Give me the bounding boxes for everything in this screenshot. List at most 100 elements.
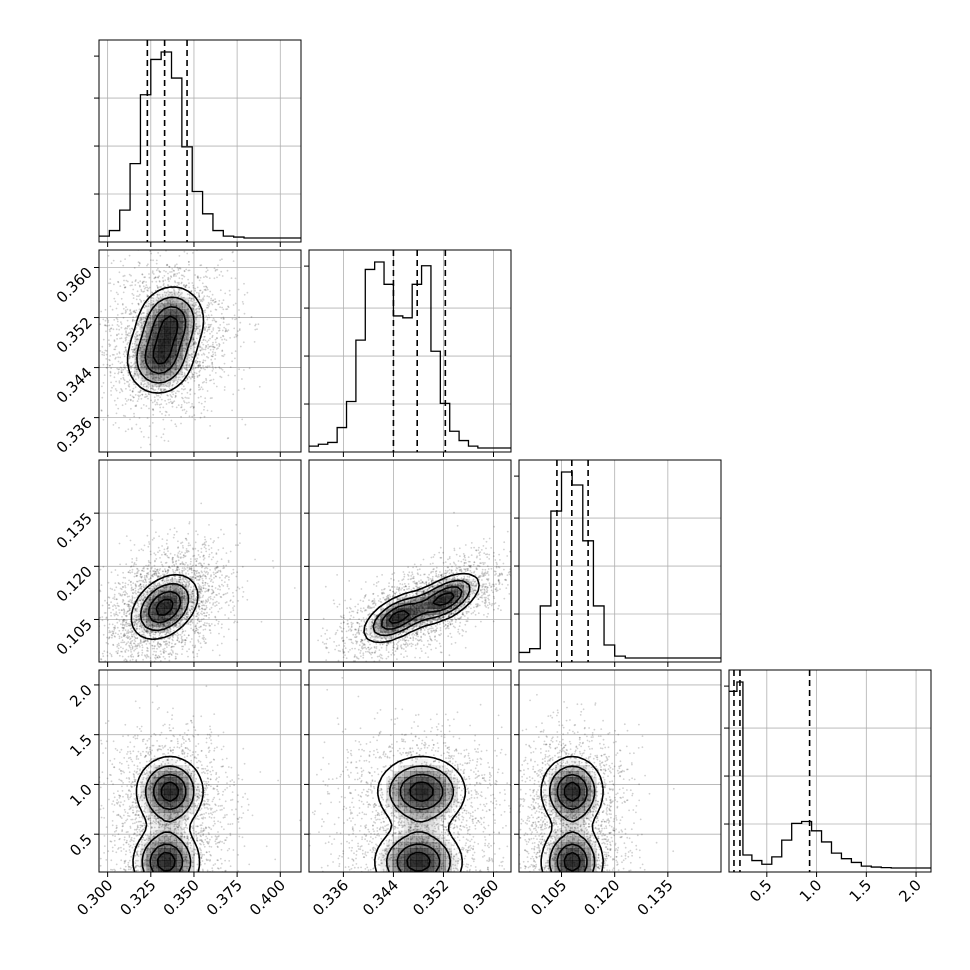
- scatter-point: [183, 607, 186, 609]
- scatter-point: [195, 319, 197, 321]
- scatter-point: [218, 367, 221, 370]
- scatter-point: [188, 583, 191, 586]
- scatter-point: [156, 293, 158, 296]
- scatter-point: [195, 359, 198, 362]
- scatter-point: [218, 342, 220, 345]
- scatter-point: [157, 299, 159, 302]
- scatter-point: [115, 380, 117, 383]
- density-cell: [140, 356, 147, 364]
- scatter-point: [202, 338, 205, 341]
- scatter-point: [219, 569, 222, 572]
- scatter-point: [214, 338, 217, 341]
- scatter-point: [148, 331, 150, 333]
- scatter-point: [138, 357, 141, 360]
- scatter-point: [152, 300, 155, 302]
- scatter-point: [219, 289, 222, 292]
- scatter-point: [188, 297, 191, 300]
- scatter-point: [187, 308, 189, 311]
- scatter-point: [145, 460, 147, 462]
- scatter-point: [195, 560, 198, 563]
- scatter-point: [214, 351, 217, 354]
- scatter-point: [156, 569, 158, 571]
- density-cell: [158, 292, 164, 298]
- scatter-point: [234, 302, 237, 305]
- scatter-point: [184, 606, 187, 608]
- scatter-point: [117, 372, 120, 375]
- scatter-point: [155, 585, 158, 588]
- scatter-point: [197, 628, 199, 631]
- scatter-point: [87, 641, 89, 643]
- scatter-point: [178, 641, 181, 643]
- scatter-point: [235, 544, 237, 547]
- scatter-point: [154, 560, 156, 563]
- scatter-point: [133, 635, 136, 638]
- scatter-point: [218, 274, 221, 276]
- scatter-point: [133, 348, 136, 351]
- density-cell: [170, 345, 177, 352]
- scatter-point: [166, 554, 168, 557]
- scatter-point: [172, 300, 175, 303]
- scatter-point: [155, 309, 158, 312]
- scatter-point: [127, 610, 129, 613]
- scatter-point: [189, 576, 192, 578]
- scatter-point: [135, 347, 138, 350]
- density-cell: [170, 291, 177, 298]
- scatter-point: [199, 328, 201, 331]
- scatter-point: [212, 368, 215, 370]
- scatter-point: [167, 569, 170, 572]
- scatter-point: [184, 388, 186, 390]
- scatter-point: [154, 383, 157, 386]
- scatter-point: [199, 562, 201, 564]
- scatter-point: [169, 635, 172, 638]
- scatter-point: [195, 325, 198, 328]
- scatter-point: [105, 330, 107, 333]
- scatter-point: [185, 663, 187, 665]
- density-cell: [141, 381, 147, 387]
- scatter-point: [144, 580, 147, 582]
- y-tick-label-3: 0.360: [53, 264, 96, 307]
- scatter-point: [193, 406, 195, 409]
- scatter-point: [140, 573, 142, 576]
- scatter-point: [125, 535, 128, 537]
- density-cell: [170, 309, 177, 316]
- scatter-point: [175, 563, 178, 565]
- scatter-point: [100, 410, 103, 412]
- scatter-point: [162, 388, 164, 390]
- scatter-point: [173, 563, 175, 566]
- scatter-point: [130, 586, 133, 589]
- scatter-point: [124, 625, 126, 627]
- scatter-point: [187, 364, 190, 367]
- scatter-point: [184, 412, 187, 415]
- scatter-point: [209, 374, 211, 377]
- scatter-point: [214, 301, 217, 303]
- scatter-point: [222, 342, 225, 344]
- scatter-point: [183, 306, 186, 309]
- scatter-point: [194, 541, 197, 544]
- scatter-point: [181, 303, 183, 306]
- scatter-point: [226, 323, 228, 326]
- scatter-point: [132, 356, 134, 359]
- scatter-point: [141, 393, 144, 396]
- scatter-point: [146, 591, 149, 593]
- scatter-point: [216, 276, 218, 279]
- scatter-point: [174, 652, 177, 655]
- scatter-point: [131, 599, 133, 601]
- scatter-point: [174, 678, 176, 680]
- scatter-point: [214, 298, 216, 300]
- scatter-point: [202, 367, 205, 370]
- scatter-point: [149, 657, 152, 659]
- scatter-point: [125, 619, 128, 622]
- scatter-point: [123, 618, 125, 621]
- scatter-point: [170, 400, 172, 403]
- scatter-point: [117, 614, 119, 617]
- scatter-point: [120, 371, 123, 374]
- scatter-point: [131, 302, 134, 305]
- scatter-point: [150, 399, 152, 402]
- scatter-point: [141, 575, 143, 578]
- scatter-point: [244, 423, 247, 426]
- scatter-point: [140, 318, 143, 321]
- scatter-point: [198, 296, 201, 299]
- scatter-point: [129, 642, 132, 645]
- scatter-point: [142, 285, 145, 288]
- scatter-point: [167, 278, 169, 281]
